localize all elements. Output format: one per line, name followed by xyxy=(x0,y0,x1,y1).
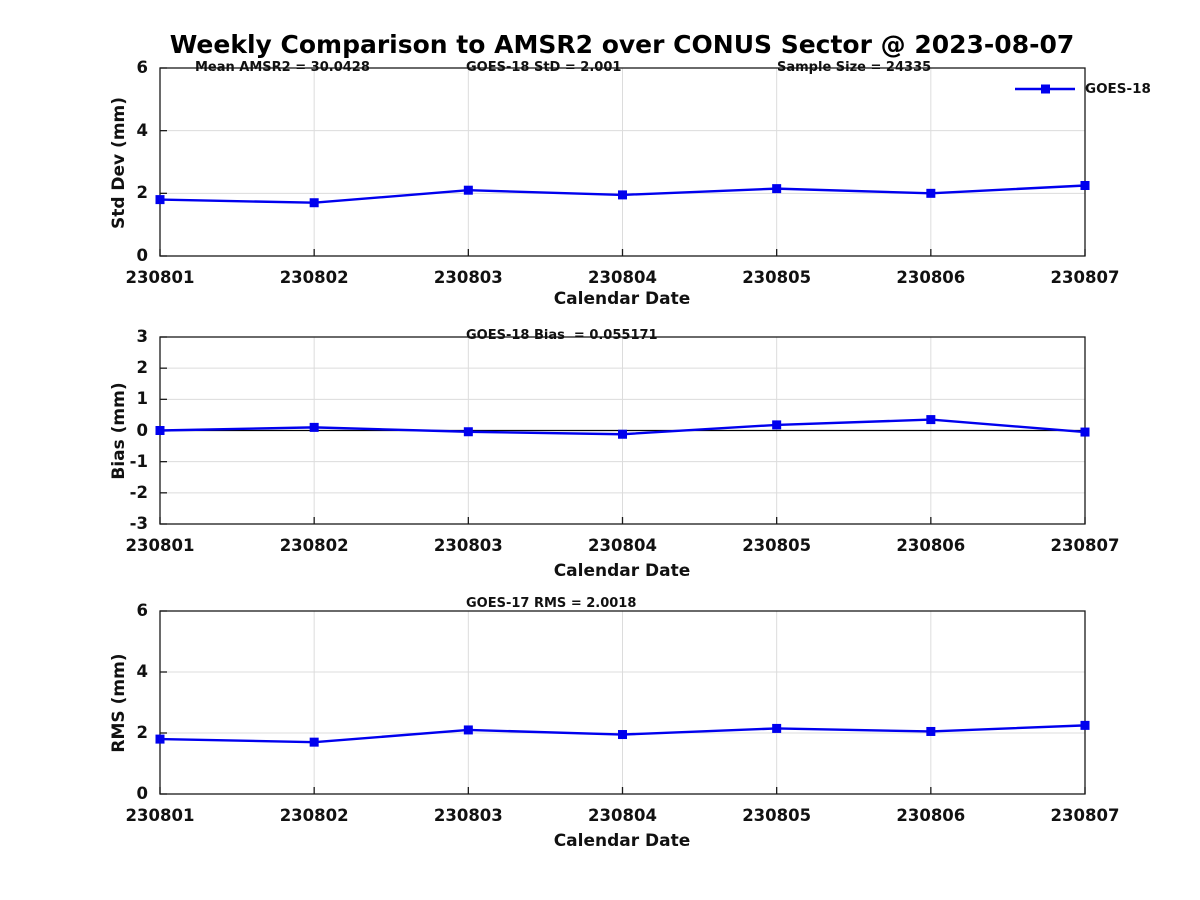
x-tick-label: 230806 xyxy=(896,806,966,825)
x-tick-label: 230803 xyxy=(433,806,503,825)
annotation-goes18-bias: GOES-18 Bias = 0.055171 xyxy=(466,328,658,343)
y-tick-label: 6 xyxy=(136,58,148,77)
x-tick-label: 230802 xyxy=(279,806,349,825)
x-tick-label: 230806 xyxy=(896,536,966,555)
annotation-goes18-std: GOES-18 StD = 2.001 xyxy=(466,60,622,75)
x-tick-label: 230802 xyxy=(279,536,349,555)
y-tick-label: 4 xyxy=(136,662,148,681)
x-tick-label: 230807 xyxy=(1050,268,1120,287)
y-tick-label: 0 xyxy=(136,420,148,440)
x-axis-label-1: Calendar Date xyxy=(553,289,691,309)
x-tick-label: 230806 xyxy=(896,268,966,287)
x-tick-label: 230804 xyxy=(588,536,657,555)
figure-title: Weekly Comparison to AMSR2 over CONUS Se… xyxy=(169,30,1075,59)
y-tick-label: 0 xyxy=(136,246,148,265)
y-tick-label: -2 xyxy=(129,482,148,502)
y-tick-label: 2 xyxy=(136,723,148,742)
x-axis-label-2: Calendar Date xyxy=(553,561,691,581)
x-tick-label: 230801 xyxy=(125,268,195,287)
x-tick-label: 230803 xyxy=(433,268,503,287)
annotation-mean-amsr2: Mean AMSR2 = 30.0428 xyxy=(195,60,370,75)
x-axis-label-3: Calendar Date xyxy=(553,831,691,851)
x-tick-label: 230805 xyxy=(742,806,812,825)
y-tick-label: 3 xyxy=(136,327,148,346)
x-tick-label: 230805 xyxy=(742,536,812,555)
x-tick-label: 230807 xyxy=(1050,806,1120,825)
x-tick-label: 230801 xyxy=(125,806,195,825)
x-tick-label: 230804 xyxy=(588,806,657,825)
x-tick-label: 230804 xyxy=(588,268,657,287)
y-tick-label: 1 xyxy=(136,389,148,409)
x-tick-label: 230802 xyxy=(279,268,349,287)
y-tick-label: 6 xyxy=(136,601,148,620)
y-tick-label: -3 xyxy=(129,514,148,533)
annotation-goes17-rms: GOES-17 RMS = 2.0018 xyxy=(466,596,637,611)
annotation-sample-size: Sample Size = 24335 xyxy=(777,60,932,75)
y-tick-label: 2 xyxy=(136,183,148,203)
y-tick-label: 2 xyxy=(136,358,148,378)
x-tick-label: 230801 xyxy=(125,536,195,555)
x-tick-label: 230805 xyxy=(742,268,812,287)
x-tick-label: 230807 xyxy=(1050,536,1120,555)
y-tick-label: 4 xyxy=(136,120,148,140)
y-tick-label: -1 xyxy=(129,451,148,471)
x-tick-label: 230803 xyxy=(433,536,503,555)
legend-entry-goes18: GOES-18 xyxy=(1085,81,1151,97)
y-tick-label: 0 xyxy=(136,784,148,803)
